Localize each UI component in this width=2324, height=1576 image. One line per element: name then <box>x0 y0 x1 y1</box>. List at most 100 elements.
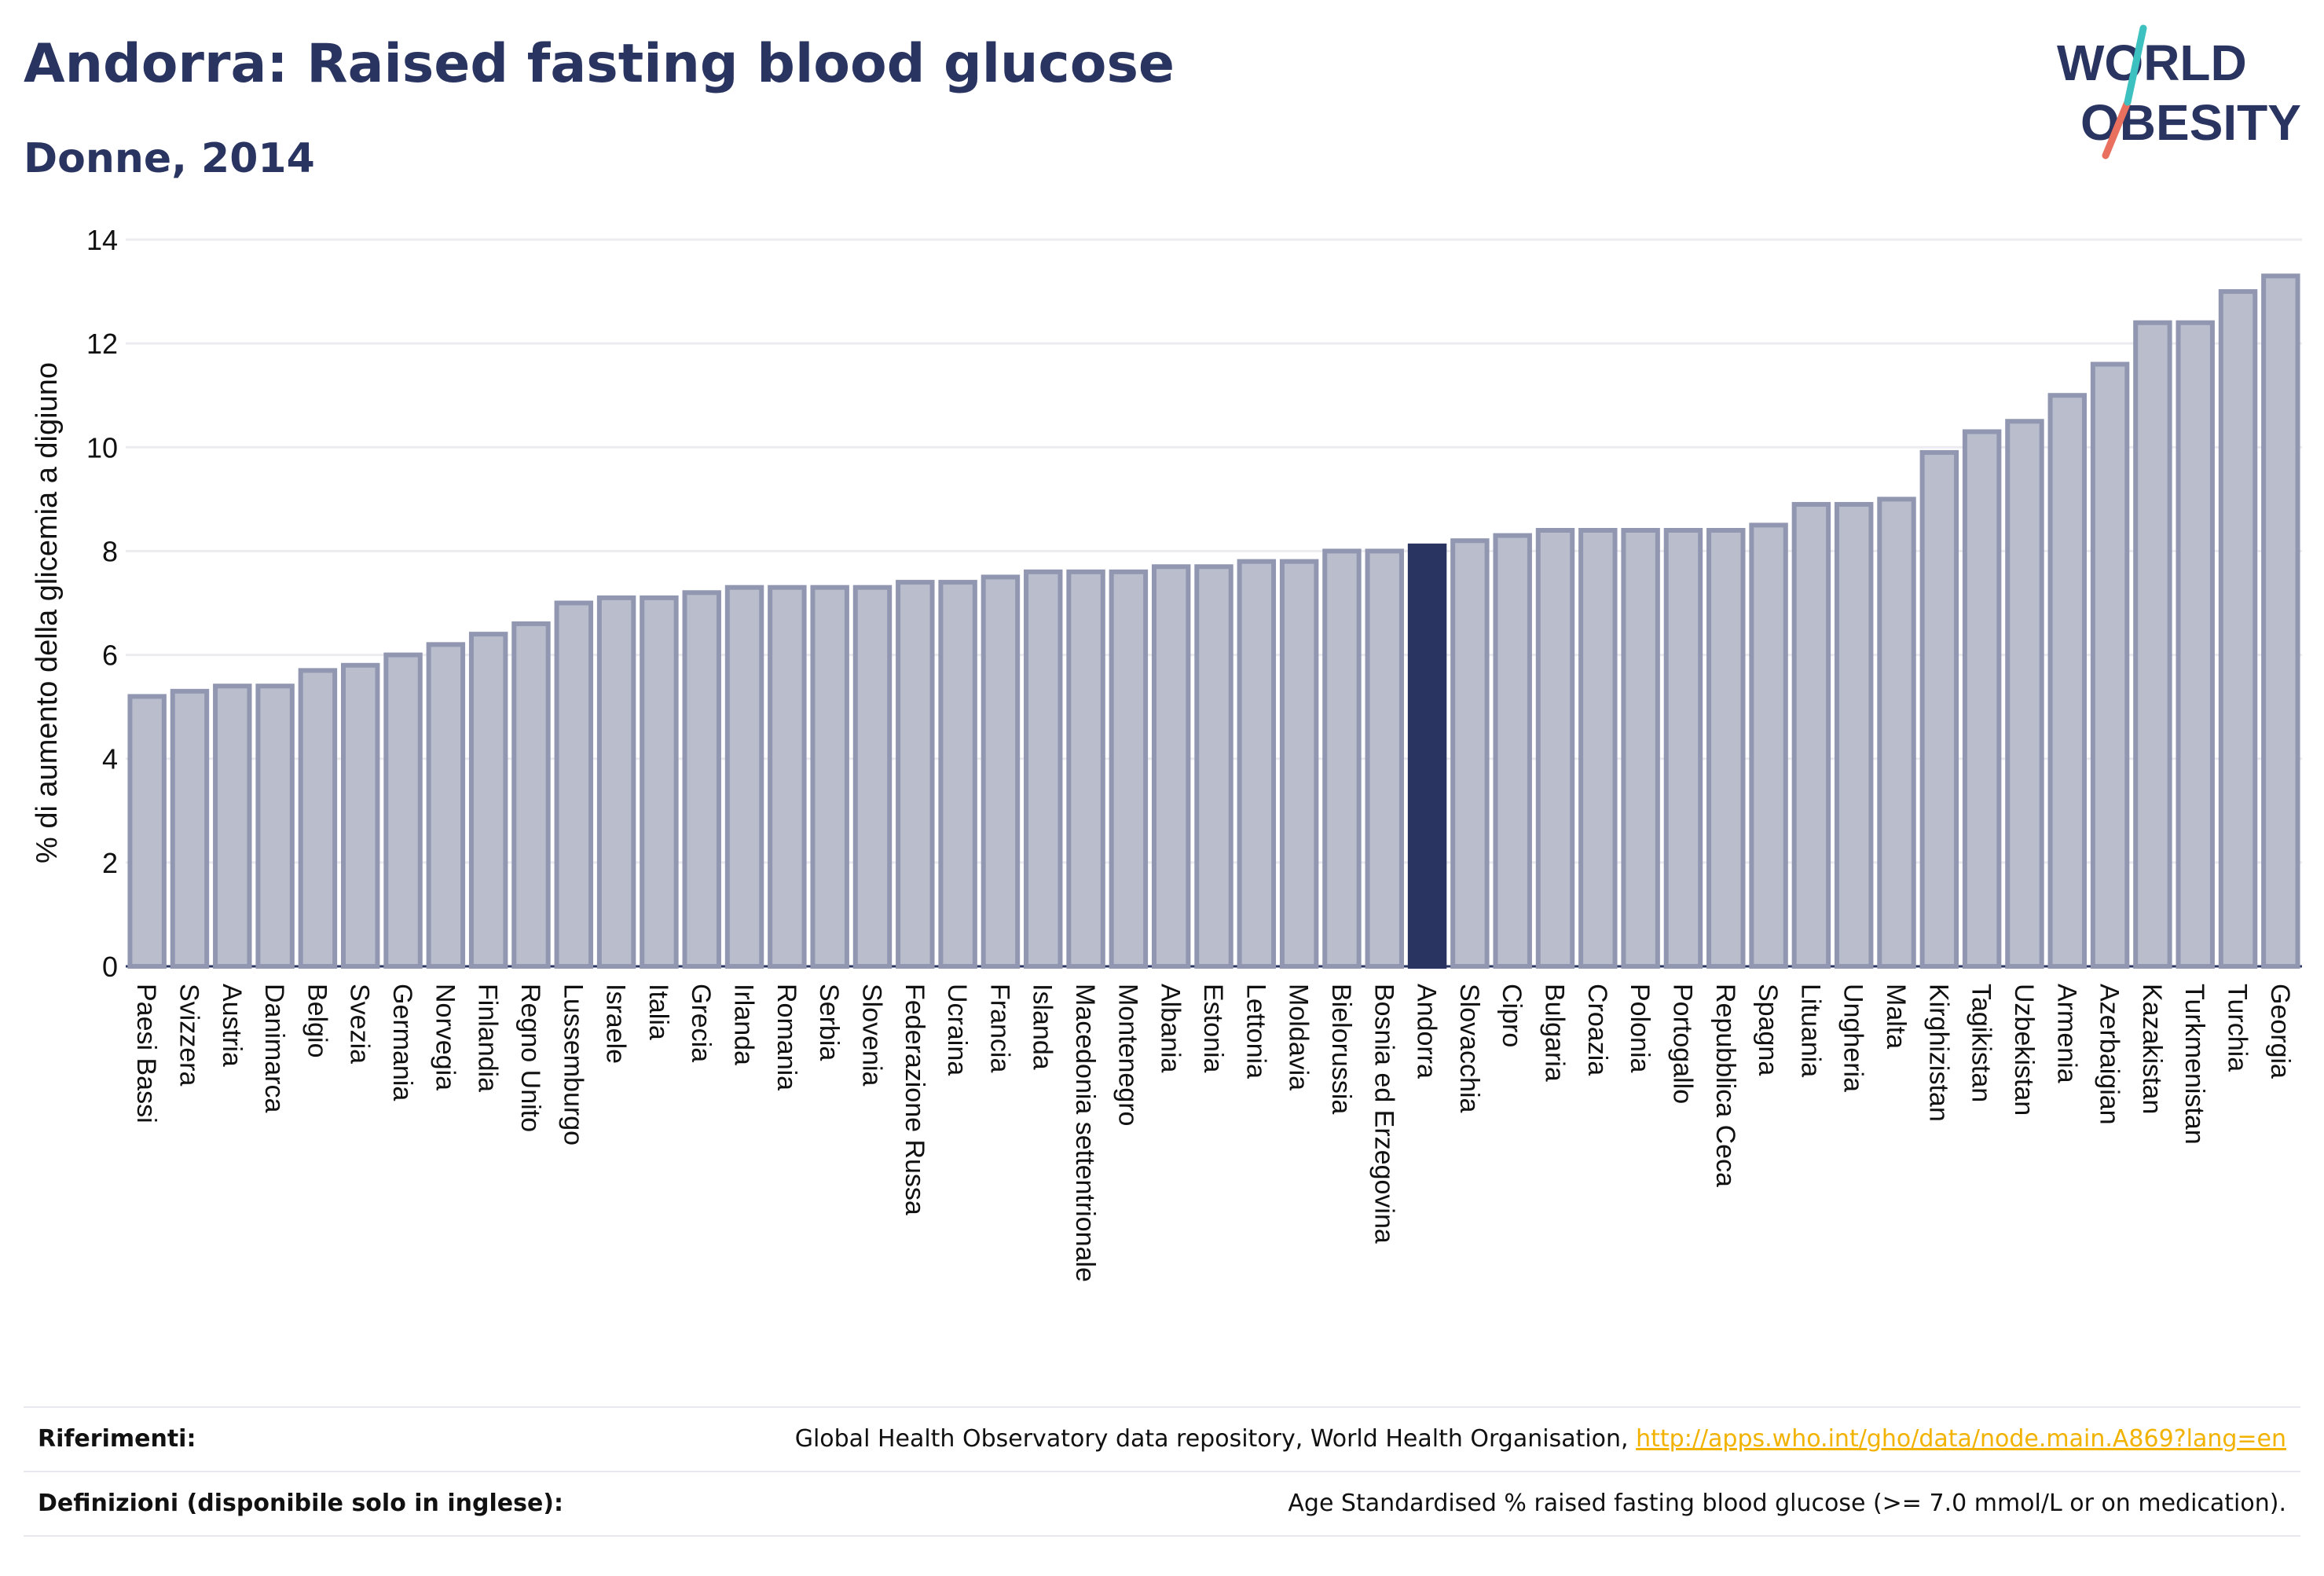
bar <box>468 632 508 969</box>
bar <box>1322 548 1362 969</box>
x-tick-label: Finlandia <box>473 984 503 1092</box>
bar <box>426 642 466 969</box>
x-tick-label: Croazia <box>1582 984 1612 1076</box>
x-tick-label: Lettonia <box>1241 984 1270 1079</box>
x-tick-label: Kirghizistan <box>1923 984 1953 1122</box>
bar <box>938 580 977 969</box>
x-tick-label: Paesi Bassi <box>131 984 161 1123</box>
x-tick-label: Danimarca <box>259 984 289 1112</box>
bar <box>2005 419 2044 969</box>
x-tick-label: Polonia <box>1625 984 1655 1073</box>
bar <box>1621 528 1660 969</box>
bar <box>1109 569 1149 969</box>
x-tick-label: Turkmenistan <box>2179 984 2209 1145</box>
bar <box>1535 528 1575 969</box>
bar <box>213 684 252 969</box>
bar <box>341 662 380 969</box>
x-tick-label: Estonia <box>1198 984 1228 1072</box>
x-tick-label: Macedonia settentrionale <box>1070 984 1100 1282</box>
world-obesity-logo: WORLD OBESITY <box>2057 24 2301 159</box>
x-tick-label: Slovacchia <box>1454 984 1484 1113</box>
y-tick-label: 10 <box>86 431 118 464</box>
bar-chart: 0 2 4 6 8 10 12 14 Paesi Bassi Svizzera Austria Da… <box>31 224 2302 1282</box>
bar <box>2261 273 2300 969</box>
x-tick-label: Italia <box>643 984 673 1040</box>
bar <box>640 595 679 969</box>
x-tick-label: Bosnia ed Erzegovina <box>1369 984 1398 1244</box>
definitions-label: Definizioni (disponibile solo in inglese… <box>38 1490 563 1517</box>
y-tick-label: 6 <box>102 640 118 672</box>
x-tick-label: Andorra <box>1412 984 1442 1079</box>
references-text: Global Health Observatory data repositor… <box>794 1425 1629 1453</box>
bar-highlight <box>1407 543 1447 969</box>
x-tick-label: Turchia <box>2223 984 2253 1072</box>
bar <box>298 668 338 969</box>
bar <box>511 621 551 969</box>
bar <box>1749 522 1788 969</box>
x-tick-label: Spagna <box>1753 984 1783 1076</box>
x-tick-label: Svizzera <box>174 984 203 1086</box>
x-tick-label: Francia <box>984 984 1014 1072</box>
y-tick-label: 0 <box>102 951 118 983</box>
x-tick-label: Austria <box>217 984 247 1067</box>
chart-subtitle: Donne, 2014 <box>24 135 315 182</box>
x-tick-label: Israele <box>601 984 631 1064</box>
x-tick-label: Tagikistan <box>1967 984 1996 1102</box>
x-tick-label: Azerbaigian <box>2095 984 2124 1125</box>
bar <box>1279 559 1319 969</box>
y-tick-label: 2 <box>102 847 118 879</box>
bar <box>383 652 423 969</box>
bar <box>2218 289 2258 969</box>
x-tick-label: Serbia <box>814 984 844 1061</box>
y-axis-label: % di aumento della glicemia a digiuno <box>31 362 64 863</box>
y-tick-label: 14 <box>86 224 118 256</box>
x-tick-label: Bulgaria <box>1540 984 1570 1082</box>
x-tick-label: Islanda <box>1028 984 1058 1070</box>
x-tick-label: Malta <box>1881 984 1911 1049</box>
references-value: Global Health Observatory data repositor… <box>795 1425 2286 1453</box>
x-tick-label: Bielorussia <box>1326 984 1356 1114</box>
references-label: Riferimenti: <box>38 1425 196 1453</box>
x-tick-label: Regno Unito <box>515 984 545 1132</box>
x-tick-label: Albania <box>1156 984 1186 1073</box>
definitions-row: Definizioni (disponibile solo in inglese… <box>24 1471 2300 1537</box>
bar <box>1024 569 1063 969</box>
y-tick-label: 8 <box>102 535 118 567</box>
bar <box>2090 361 2130 969</box>
bar <box>1365 548 1404 969</box>
bar <box>810 585 849 969</box>
bar <box>1237 559 1277 969</box>
bar <box>170 688 210 969</box>
x-tick-label: Norvegia <box>430 984 460 1090</box>
bar <box>1962 429 2002 969</box>
x-tick-label: Moldavia <box>1284 984 1314 1090</box>
x-tick-label: Lussemburgo <box>558 984 588 1145</box>
x-tick-label: Repubblica Ceca <box>1710 984 1740 1187</box>
x-tick-label: Portogallo <box>1667 984 1697 1104</box>
x-tick-label: Ucraina <box>942 984 972 1076</box>
bar <box>1151 564 1191 969</box>
x-tick-label: Armenia <box>2051 984 2081 1083</box>
x-tick-label: Lituania <box>1795 984 1825 1077</box>
bar <box>1834 501 1874 969</box>
y-tick-label: 4 <box>102 743 118 775</box>
x-tick-label: Romania <box>772 984 801 1090</box>
x-tick-label: Irlanda <box>729 984 759 1065</box>
bar <box>127 694 167 969</box>
bar <box>896 580 935 969</box>
bar <box>2176 320 2215 969</box>
references-link[interactable]: http://apps.who.int/gho/data/node.main.A… <box>1636 1425 2286 1453</box>
x-tick-label: Ungheria <box>1838 984 1868 1092</box>
definitions-value: Age Standardised % raised fasting blood … <box>1288 1490 2286 1517</box>
x-tick-label: Montenegro <box>1113 984 1142 1126</box>
bar <box>1578 528 1618 969</box>
bar <box>1791 501 1831 969</box>
x-tick-label: Belgio <box>302 984 332 1058</box>
bar <box>1663 528 1703 969</box>
bar <box>981 574 1021 969</box>
y-tick-label: 12 <box>86 328 118 360</box>
chart-title: Andorra: Raised fasting blood glucose <box>24 33 1175 95</box>
bar <box>682 590 721 969</box>
bar <box>1877 497 1916 969</box>
bar <box>554 600 594 969</box>
